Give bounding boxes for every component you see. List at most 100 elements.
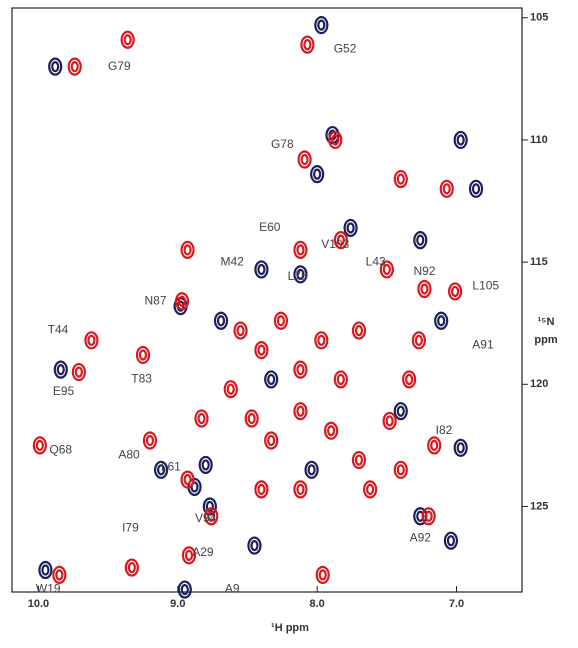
peak xyxy=(174,292,190,311)
peak-contour xyxy=(437,315,446,327)
peak-contour xyxy=(197,412,206,425)
peak-contour xyxy=(267,434,276,447)
peak-contour xyxy=(317,19,326,31)
peak xyxy=(38,560,53,580)
peak-contour xyxy=(207,510,216,522)
peak-contour xyxy=(156,464,166,476)
peak xyxy=(382,411,397,431)
peak xyxy=(453,130,468,150)
peak xyxy=(379,260,394,279)
peak-contour xyxy=(442,183,451,195)
peak-label: A92 xyxy=(410,530,432,544)
peak-contour xyxy=(257,483,266,495)
peak-contour xyxy=(264,370,279,389)
peak-contour xyxy=(250,539,259,552)
peak-contour xyxy=(257,263,266,276)
peak-contour xyxy=(300,153,309,166)
peak-contour xyxy=(123,34,132,46)
peak xyxy=(293,265,308,284)
peak-label: G79 xyxy=(108,59,131,73)
peak-contour xyxy=(382,263,391,276)
peak-contour xyxy=(303,39,312,51)
peak-label: I82 xyxy=(436,423,453,437)
peak-label: I79 xyxy=(122,521,139,535)
peak-contour xyxy=(314,16,329,35)
peak-label: L61 xyxy=(161,460,181,474)
peak-contour xyxy=(254,260,269,279)
peak-contour xyxy=(293,480,308,499)
peak-contour xyxy=(396,464,405,476)
peak-contour xyxy=(55,569,64,581)
peak-contour xyxy=(354,324,364,337)
peak xyxy=(264,431,279,450)
peak-contour xyxy=(244,409,259,428)
peak-contour xyxy=(307,464,316,476)
peak-contour xyxy=(226,383,235,395)
peak xyxy=(254,480,269,499)
peak-contour xyxy=(354,454,364,466)
peak xyxy=(223,380,238,399)
peak-contour xyxy=(328,130,343,150)
peak-label: L105 xyxy=(472,279,499,293)
peak-contour xyxy=(471,183,481,195)
peak xyxy=(52,565,67,584)
peak xyxy=(180,240,195,260)
peak xyxy=(434,311,449,330)
peak-contour xyxy=(323,421,339,440)
peak xyxy=(177,580,192,599)
peak xyxy=(468,179,484,198)
peak-label: G52 xyxy=(334,42,357,56)
peak xyxy=(254,260,269,279)
peak xyxy=(233,321,248,340)
peak xyxy=(244,409,259,428)
peak-label: N87 xyxy=(145,293,167,307)
peak-contour xyxy=(336,234,345,246)
peak-contour xyxy=(48,57,63,76)
y-tick-label: 110 xyxy=(530,134,548,146)
peak-contour xyxy=(84,331,99,350)
peak-contour xyxy=(257,344,266,356)
peak-contour xyxy=(145,434,155,447)
peak-contour xyxy=(333,231,348,250)
peak-contour xyxy=(393,402,408,421)
peak-contour xyxy=(416,234,425,246)
peak-contour xyxy=(177,295,187,307)
peak-contour xyxy=(434,311,449,330)
peak-contour xyxy=(343,218,358,238)
peak-contour xyxy=(439,179,454,198)
peak-contour xyxy=(183,473,192,486)
peak-label: T83 xyxy=(131,372,152,386)
peak xyxy=(53,360,68,379)
peak-contour xyxy=(202,497,217,516)
peak-contour xyxy=(411,331,426,350)
peak xyxy=(124,558,139,577)
peak-contour xyxy=(451,285,460,298)
peak-contour xyxy=(276,315,286,327)
peak-contour xyxy=(351,450,367,470)
peak xyxy=(194,409,209,428)
peak xyxy=(413,231,428,250)
peak-contour xyxy=(331,134,340,146)
peak xyxy=(333,231,348,250)
peak-contour xyxy=(393,169,408,189)
peak-contour xyxy=(396,173,405,185)
peak-contour xyxy=(296,244,305,256)
peak-contour xyxy=(183,244,192,256)
peak xyxy=(300,35,315,54)
peak xyxy=(120,30,135,49)
y-tick-label: 115 xyxy=(530,256,548,268)
peak-contour xyxy=(417,279,432,299)
peak-contour xyxy=(314,331,329,350)
peak-contour xyxy=(213,311,229,330)
peak-label: T44 xyxy=(48,323,69,337)
x-axis-label: ¹H ppm xyxy=(271,622,309,634)
peak-contour xyxy=(204,507,219,526)
peak-contour xyxy=(74,366,83,378)
peak-contour xyxy=(313,168,322,180)
peak-contour xyxy=(254,480,269,499)
peak-contour xyxy=(254,340,269,360)
peak xyxy=(333,370,348,389)
peak-contour xyxy=(236,324,245,337)
peak-contour xyxy=(300,35,315,54)
peak-contour xyxy=(296,405,305,417)
